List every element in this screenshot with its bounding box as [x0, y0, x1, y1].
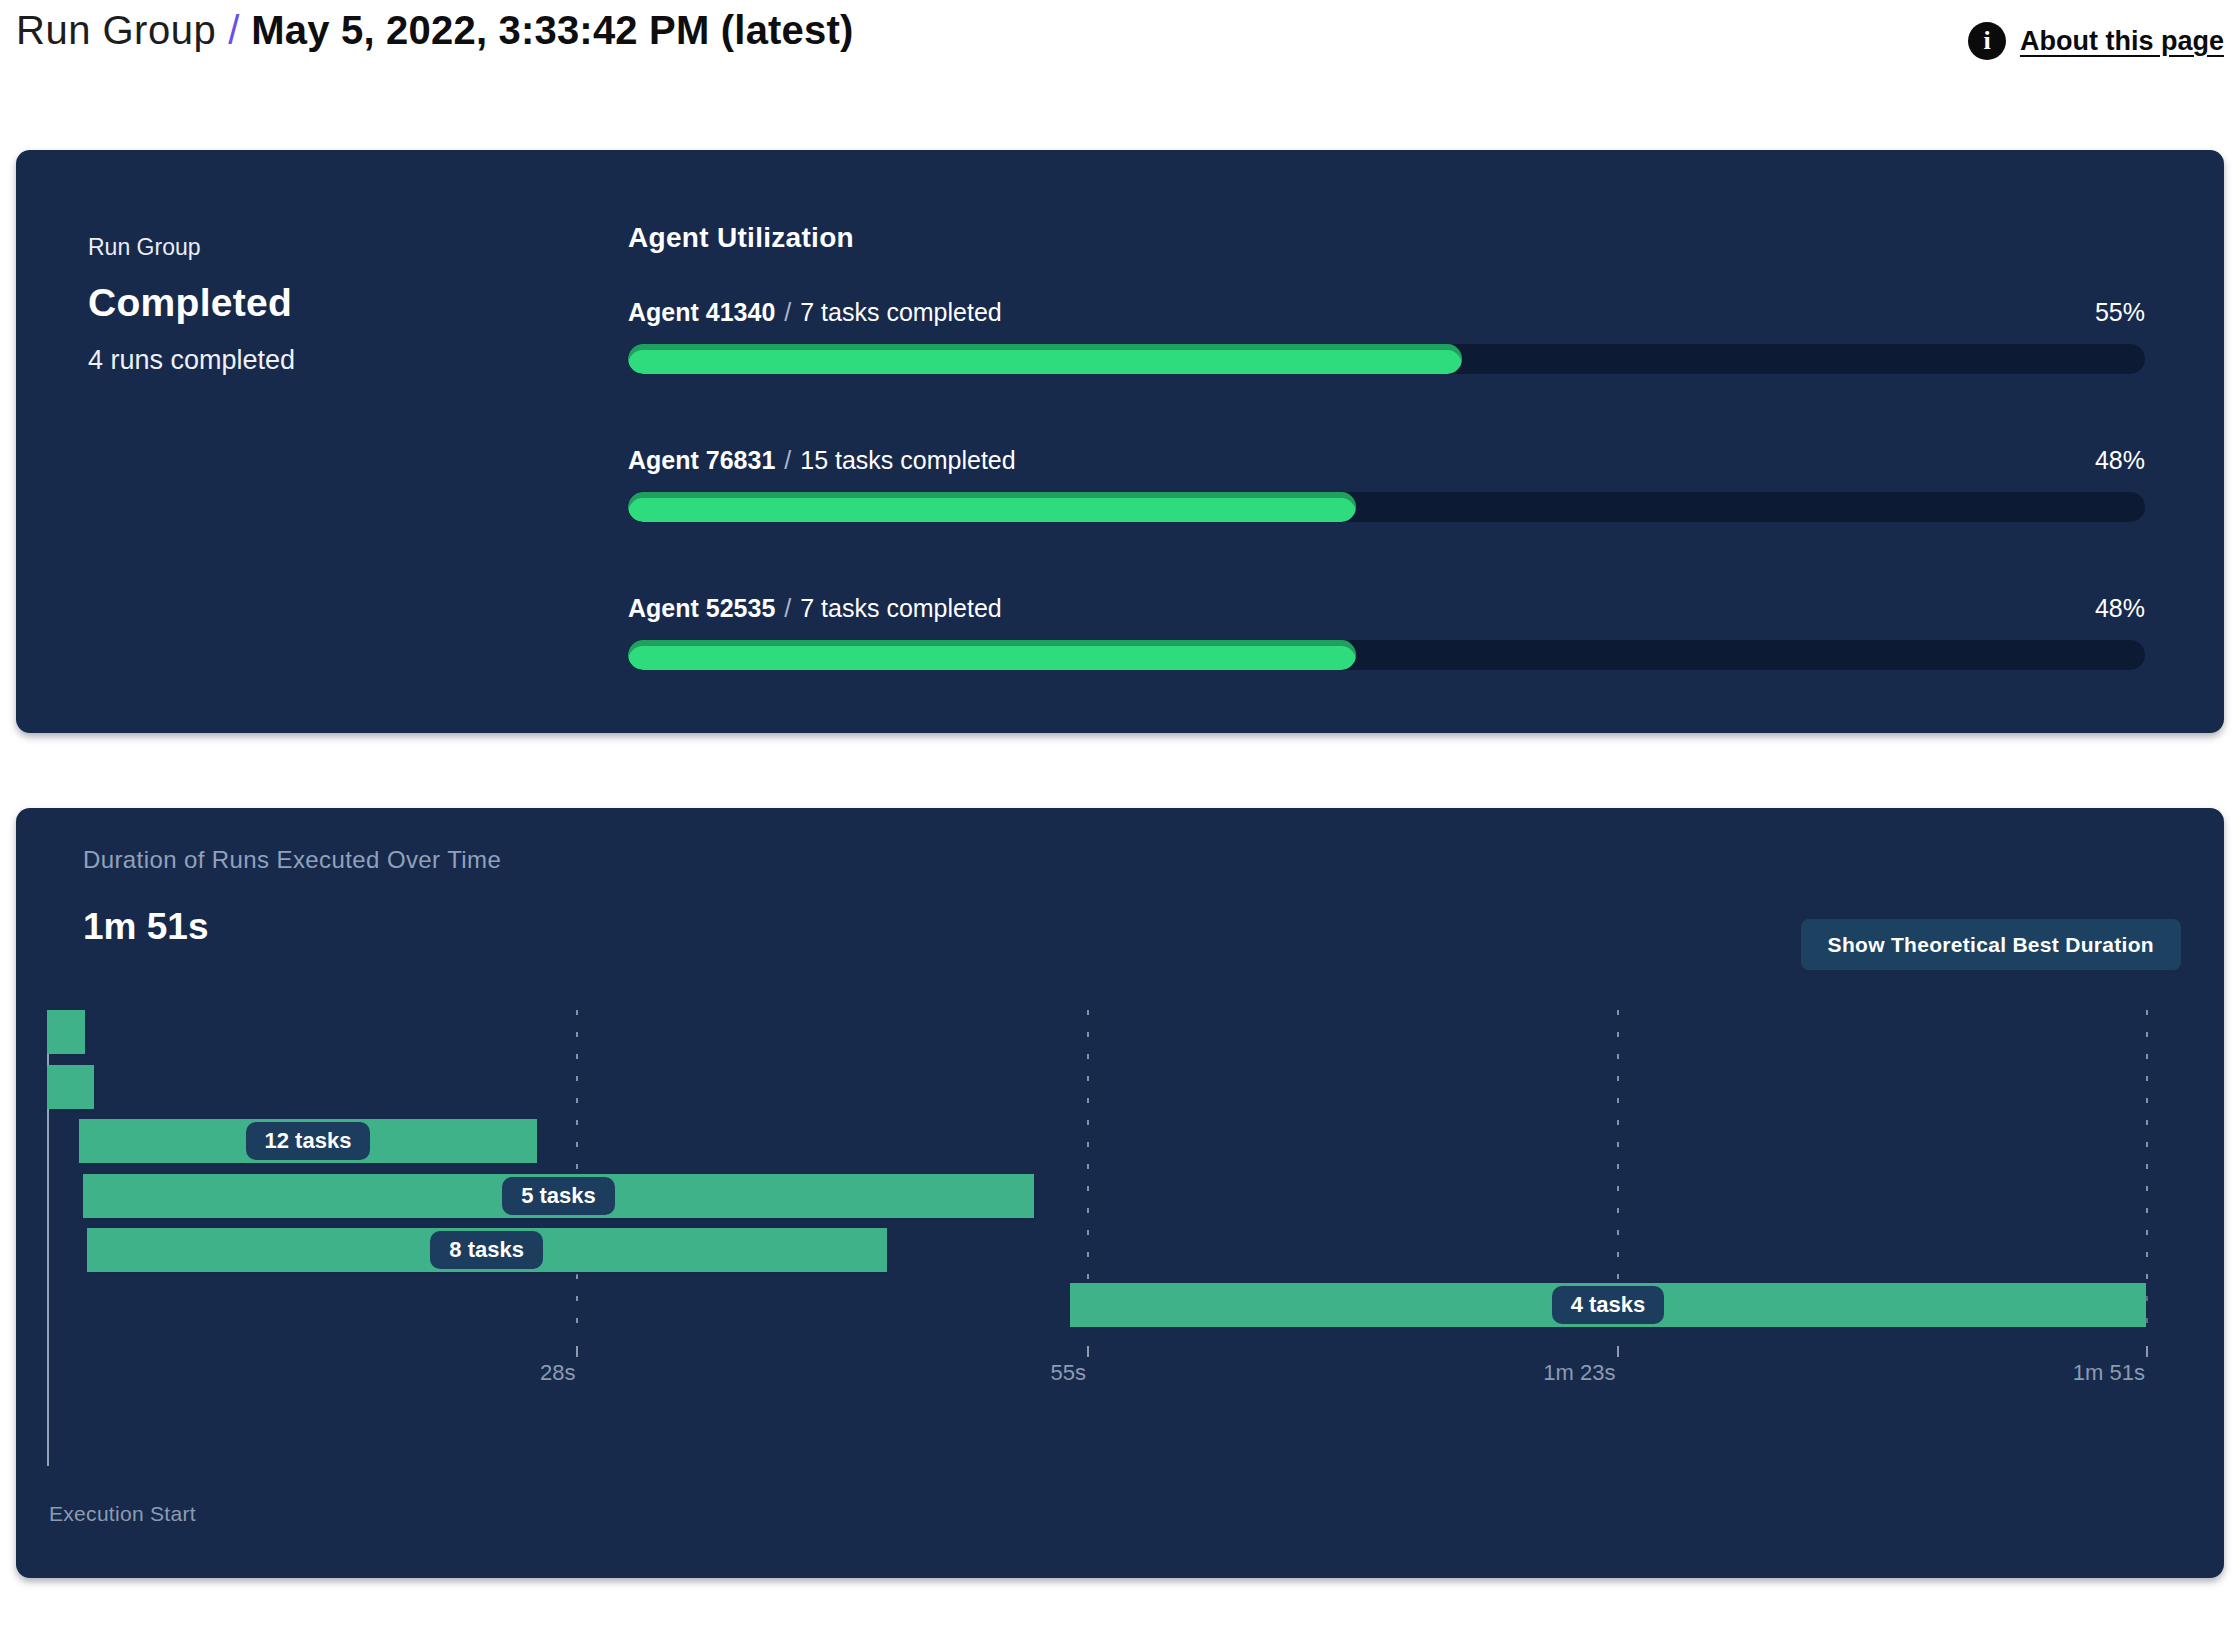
gantt-bar	[47, 1065, 94, 1109]
utilization-progress-track	[628, 344, 2145, 374]
agent-row: Agent 76831 / 15 tasks completed 48%	[628, 446, 2145, 522]
agent-row-label: Agent 76831 / 15 tasks completed 48%	[628, 446, 2145, 475]
breadcrumb: Run Group / May 5, 2022, 3:33:42 PM (lates…	[16, 8, 854, 53]
agent-tasks-completed: 7 tasks completed	[800, 594, 1002, 622]
utilization-progress-track	[628, 492, 2145, 522]
execution-start-label: Execution Start	[49, 1502, 196, 1526]
utilization-progress-fill	[628, 640, 1356, 670]
utilization-progress-fill	[628, 492, 1356, 522]
tick-mark	[576, 1346, 578, 1357]
gridline	[2146, 1010, 2148, 1340]
run-group-summary-panel: Run Group Completed 4 runs completed Age…	[16, 150, 2224, 733]
run-group-status-block: Run Group Completed 4 runs completed	[88, 234, 295, 376]
about-link-label: About this page	[2020, 26, 2224, 57]
gantt-bar	[47, 1010, 85, 1054]
duration-panel: Duration of Runs Executed Over Time 1m 5…	[16, 808, 2224, 1578]
duration-chart-title: Duration of Runs Executed Over Time	[83, 846, 501, 874]
breadcrumb-separator: /	[228, 8, 239, 52]
gantt-bar: 12 tasks	[79, 1119, 537, 1163]
runs-completed-text: 4 runs completed	[88, 345, 295, 376]
utilization-progress-fill	[628, 344, 1462, 374]
tick-label: 55s	[1051, 1360, 1087, 1386]
info-icon-glyph: i	[1983, 26, 1990, 56]
agent-row: Agent 52535 / 7 tasks completed 48%	[628, 594, 2145, 670]
agent-separator: /	[784, 446, 791, 474]
agent-name: Agent 52535	[628, 594, 775, 622]
gantt-bar-label: 8 tasks	[430, 1231, 543, 1269]
agent-utilization-percent: 55%	[2095, 298, 2145, 327]
gantt-bar-label: 4 tasks	[1552, 1286, 1665, 1324]
run-group-status: Completed	[88, 281, 295, 325]
gantt-bar: 5 tasks	[83, 1174, 1034, 1218]
page-title: May 5, 2022, 3:33:42 PM (latest)	[251, 8, 853, 52]
about-link[interactable]: i About this page	[1968, 22, 2224, 60]
agent-separator: /	[784, 298, 791, 326]
utilization-progress-track	[628, 640, 2145, 670]
agent-separator: /	[784, 594, 791, 622]
gantt-bar-label: 5 tasks	[502, 1177, 615, 1215]
agent-utilization-section: Agent Utilization Agent 41340 / 7 tasks co…	[628, 222, 2145, 742]
agent-utilization-title: Agent Utilization	[628, 222, 2145, 254]
agent-row-label: Agent 52535 / 7 tasks completed 48%	[628, 594, 2145, 623]
agent-tasks-completed: 7 tasks completed	[800, 298, 1002, 326]
gantt-bar: 4 tasks	[1070, 1283, 2146, 1327]
tick-mark	[1617, 1346, 1619, 1357]
agent-utilization-percent: 48%	[2095, 594, 2145, 623]
agent-row: Agent 41340 / 7 tasks completed 55%	[628, 298, 2145, 374]
agent-tasks-completed: 15 tasks completed	[800, 446, 1015, 474]
gantt-chart: 28s55s1m 23s1m 51s 12 tasks5 tasks8 task…	[47, 1010, 2146, 1340]
gantt-bar: 8 tasks	[87, 1228, 887, 1272]
tick-label: 1m 23s	[1543, 1360, 1616, 1386]
agent-name: Agent 41340	[628, 298, 775, 326]
tick-mark	[1087, 1346, 1089, 1357]
run-group-label: Run Group	[88, 234, 295, 261]
agent-utilization-percent: 48%	[2095, 446, 2145, 475]
breadcrumb-root: Run Group	[16, 8, 216, 52]
gantt-bar-label: 12 tasks	[246, 1122, 371, 1160]
page-header: Run Group / May 5, 2022, 3:33:42 PM (lates…	[16, 0, 2224, 100]
tick-label: 28s	[540, 1360, 576, 1386]
total-duration-value: 1m 51s	[83, 906, 209, 948]
tick-label: 1m 51s	[2073, 1360, 2146, 1386]
agent-name: Agent 76831	[628, 446, 775, 474]
show-theoretical-best-duration-button[interactable]: Show Theoretical Best Duration	[1801, 919, 2181, 970]
tick-mark	[2146, 1346, 2148, 1357]
agent-row-label: Agent 41340 / 7 tasks completed 55%	[628, 298, 2145, 327]
info-icon: i	[1968, 22, 2006, 60]
